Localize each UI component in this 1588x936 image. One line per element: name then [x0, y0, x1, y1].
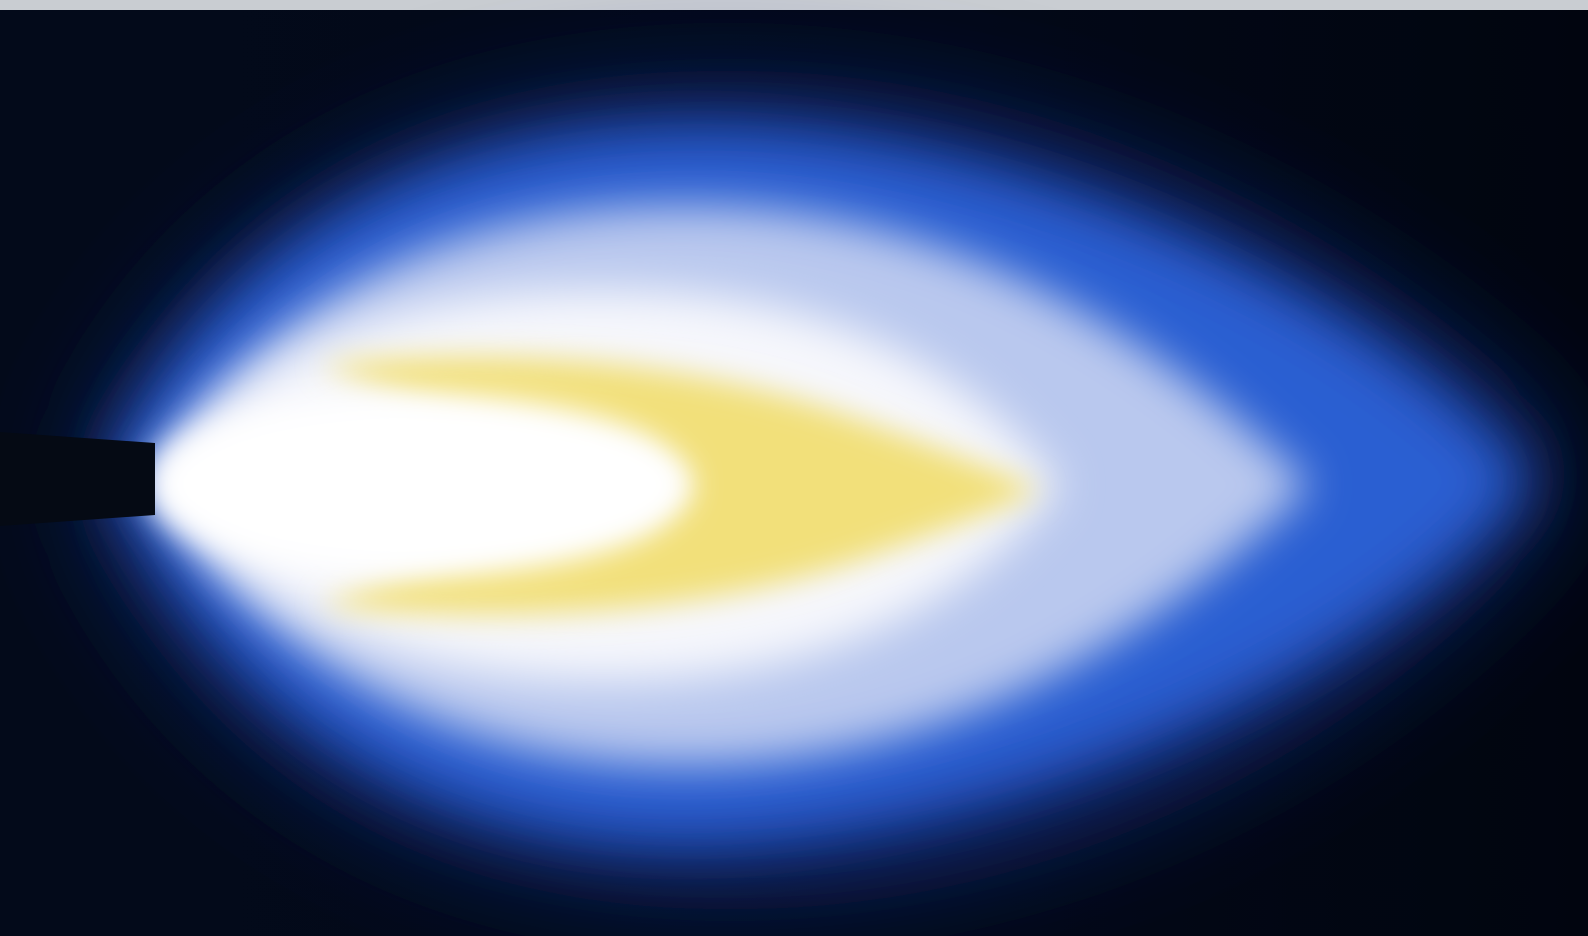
yellow-zone [320, 356, 1040, 615]
core [150, 395, 690, 575]
top-strip [0, 0, 1588, 10]
nozzle [0, 432, 155, 526]
